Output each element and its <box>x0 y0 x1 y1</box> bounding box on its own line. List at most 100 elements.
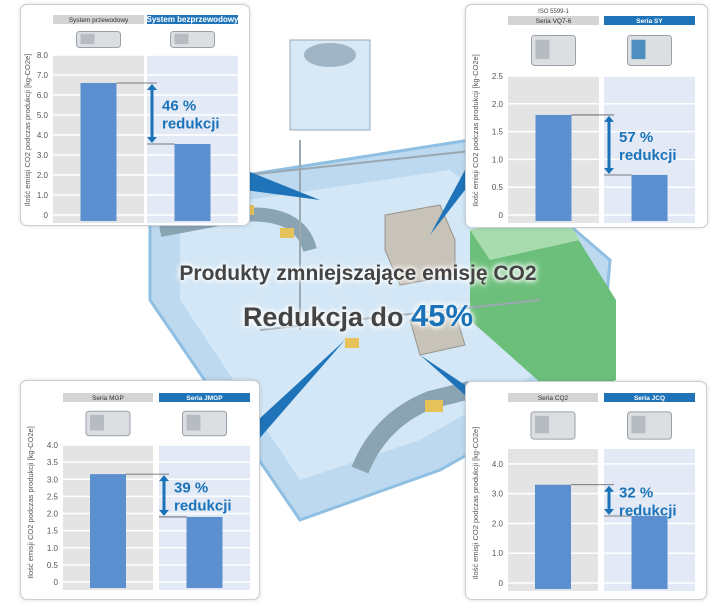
y-tick-label: 1.0 <box>492 549 504 558</box>
bar-baseline <box>535 114 572 221</box>
machine-box-2 <box>409 311 466 356</box>
bar-improved <box>186 516 223 588</box>
product-image-detail <box>535 415 549 434</box>
y-tick-label: 8.0 <box>37 51 49 60</box>
y-tick-label: 3.0 <box>37 151 49 160</box>
y-tick-label: 0 <box>499 211 504 220</box>
category-header-improved <box>604 393 695 402</box>
arrow-down-icon <box>147 137 157 143</box>
y-tick-label: 5.0 <box>37 111 49 120</box>
category-header-baseline <box>508 393 598 402</box>
callout-beam <box>430 170 465 235</box>
category-header-baseline <box>63 393 153 402</box>
callout-beam <box>258 340 345 440</box>
reduction-percent: 57 % <box>619 129 653 146</box>
callout-beam <box>245 170 320 200</box>
y-tick-label: 2.0 <box>47 510 59 519</box>
bar-baseline <box>80 83 117 221</box>
subtitle-value: 45% <box>411 298 474 333</box>
reduction-percent: 32 % <box>619 484 653 501</box>
y-tick-label: 3.0 <box>47 475 59 484</box>
reduction-label: redukcji <box>174 498 232 515</box>
y-tick-label: 0 <box>44 211 49 220</box>
y-tick-label: 7.0 <box>37 71 49 80</box>
y-tick-label: 3.5 <box>47 458 59 467</box>
bar-baseline <box>90 474 126 588</box>
category-header-baseline <box>508 16 599 25</box>
y-tick-label: 1.0 <box>37 191 49 200</box>
cooling-tower-fan <box>304 43 356 67</box>
product-image-detail <box>80 33 95 45</box>
bar-improved <box>631 516 668 589</box>
reduction-percent: 46 % <box>162 98 196 115</box>
y-axis-label: Ilość emisji CO2 podczas produkcji [kg-C… <box>23 54 32 207</box>
arrow-up-icon <box>604 485 614 492</box>
arrow-down-icon <box>159 509 169 516</box>
y-tick-label: 1.5 <box>47 527 59 536</box>
package-box <box>425 400 443 412</box>
product-image-detail <box>186 414 201 431</box>
chart-svg: 0 1.0 2.0 3.0 4.0 Seria CQ2 Seria JCQ 32 %reduk… <box>471 393 695 591</box>
headline-title: Produkty zmniejszające emisję CO2 <box>179 262 537 285</box>
product-image-detail <box>631 39 646 60</box>
product-image-detail <box>90 414 104 431</box>
y-tick-label: 2.0 <box>492 519 504 528</box>
category-label: Seria VQ7-6 <box>536 18 572 25</box>
bar-baseline <box>535 484 571 589</box>
arrow-up-icon <box>159 475 169 482</box>
y-tick-label: 4.0 <box>37 131 49 140</box>
package-box <box>280 228 294 238</box>
y-tick-label: 2.0 <box>492 100 504 109</box>
arrow-up-icon <box>147 84 157 90</box>
chart-svg: 0 0.5 1.0 1.5 2.0 2.5 Seria VQ7-6 Seria SY ISO 5… <box>471 9 695 223</box>
category-label: Seria JMGP <box>186 395 223 402</box>
y-tick-label: 0.5 <box>47 561 59 570</box>
y-tick-label: 1.0 <box>492 155 504 164</box>
category-header-improved <box>147 15 238 24</box>
chart-panel-wireless-system: 0 1.0 2.0 3.0 4.0 5.0 6.0 7.0 8.0 System przewodo… <box>20 4 250 226</box>
y-tick-label: 6.0 <box>37 91 49 100</box>
category-header-improved <box>159 393 250 402</box>
reduction-percent: 39 % <box>174 480 208 497</box>
chart-svg: 0 0.5 1.0 1.5 2.0 2.5 3.0 3.5 4.0 Seria MGP Seria … <box>26 393 250 590</box>
y-tick-label: 0.5 <box>492 183 504 192</box>
category-label: Seria CQ2 <box>538 395 569 402</box>
category-label: Seria JCQ <box>634 395 665 402</box>
arrow-down-icon <box>604 167 614 174</box>
y-tick-label: 4.0 <box>47 441 59 450</box>
product-image-detail <box>631 415 646 434</box>
y-tick-label: 0 <box>54 578 59 587</box>
y-tick-label: 2.5 <box>492 72 504 81</box>
y-axis-label: Ilość emisji CO2 podczas produkcji [kg-C… <box>26 426 35 579</box>
chart-panel-compact-cylinder: 0 1.0 2.0 3.0 4.0 Seria CQ2 Seria JCQ 32 % reduk… <box>465 381 707 600</box>
bar-improved <box>631 174 668 221</box>
y-axis-label: Ilość emisji CO2 podczas produkcji [kg-C… <box>471 427 480 580</box>
y-tick-label: 1.0 <box>47 544 59 553</box>
callout-beam <box>420 355 465 395</box>
category-header-baseline <box>53 15 144 24</box>
category-header-improved <box>604 16 695 25</box>
y-tick-label: 0 <box>499 579 504 588</box>
y-tick-label: 1.5 <box>492 128 504 137</box>
y-tick-label: 4.0 <box>492 460 504 469</box>
chart-panel-guided-cylinder: 0 0.5 1.0 1.5 2.0 2.5 3.0 3.5 4.0 Seria MGP Seria … <box>20 380 260 600</box>
product-image-detail <box>174 33 189 45</box>
reduction-label: redukcji <box>162 116 220 133</box>
y-tick-label: 2.0 <box>37 171 49 180</box>
y-tick-label: 3.0 <box>492 490 504 499</box>
headline-subtitle: Redukcja do 45% <box>0 298 716 334</box>
package-box <box>345 338 359 348</box>
chart-svg: 0 1.0 2.0 3.0 4.0 5.0 6.0 7.0 8.0 System przewodo… <box>23 15 239 223</box>
y-axis-label: Ilość emisji CO2 podczas produkcji [kg-C… <box>471 54 480 207</box>
category-label: System przewodowy <box>69 17 129 24</box>
subtitle-prefix: Redukcja do <box>242 302 404 332</box>
bar-improved <box>174 144 211 221</box>
reduction-label: redukcji <box>619 502 677 519</box>
arrow-up-icon <box>604 115 614 122</box>
green-building <box>470 210 616 400</box>
y-tick-label: 2.5 <box>47 492 59 501</box>
chart-panel-valve-series: 0 0.5 1.0 1.5 2.0 2.5 Seria VQ7-6 Seria SY ISO 5… <box>465 4 708 228</box>
category-label: Seria MGP <box>92 395 124 402</box>
category-label: System bezprzewodowy <box>146 15 239 24</box>
reduction-label: redukcji <box>619 147 677 164</box>
